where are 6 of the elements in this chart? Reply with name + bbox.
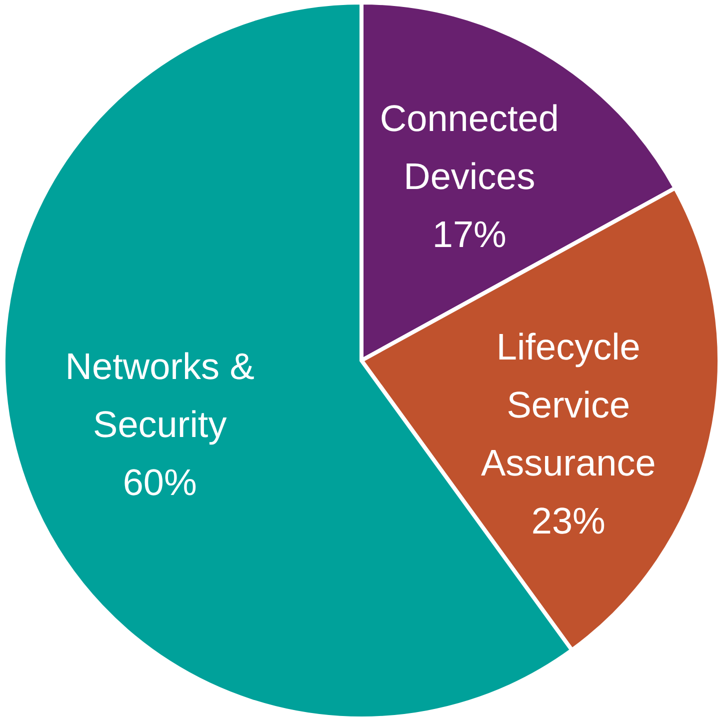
slice-label: Lifecycle Service Assurance [480,326,656,484]
data-label: 23% [531,500,606,542]
data-label: 17% [432,214,506,256]
data-label: 60% [122,462,197,504]
slice-label: Connected Devices [380,98,559,198]
slice-label: Networks & Security [65,346,255,446]
